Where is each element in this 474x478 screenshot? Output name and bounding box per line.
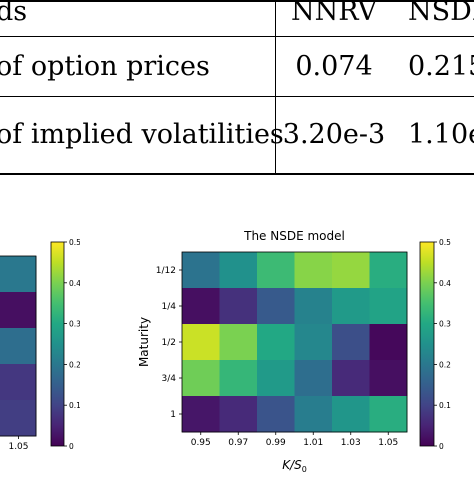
heatmap-cell (0, 364, 37, 401)
colorbar-tick-label: 0.4 (69, 279, 80, 288)
table-row-label: of implied volatilities (0, 119, 284, 150)
x-tick-label: 0.99 (266, 438, 286, 448)
heatmap-cell (369, 360, 408, 397)
heatmap-cell (219, 396, 258, 433)
plot-frame (0, 255, 37, 437)
heatmap-cell (369, 396, 408, 433)
table-cell-value: 3.20e-3 (282, 119, 386, 150)
table-cell-value: 0.074 (295, 51, 373, 82)
heatmap-cell (182, 288, 220, 325)
heatmap-nsde-svg: The NSDE model 0.95 0.97 0.99 1.01 1.03 1.05 1/… (137, 229, 451, 474)
heatmap-cell (219, 288, 258, 325)
x-tick-label: 0.97 (228, 438, 248, 448)
x-axis-label: K/S0 (282, 458, 307, 474)
heatmap-cell (0, 400, 37, 437)
x-tick-label: 1.01 (303, 438, 323, 448)
heatmap-cell (0, 256, 37, 293)
heatmap-nsde: The NSDE model 0.95 0.97 0.99 1.01 1.03 1.05 1/… (130, 220, 474, 474)
heatmap-cell (294, 252, 333, 289)
colorbar (50, 241, 65, 447)
colorbar-tick-label: 0.5 (439, 238, 451, 247)
heatmap-cell (294, 360, 333, 397)
x-tick-label: 0.95 (191, 438, 211, 448)
heatmap-cell (182, 324, 220, 361)
heatmap-cell (219, 252, 258, 289)
heatmap-cell (219, 324, 258, 361)
heatmap-left-svg: 1.05 0.5 0.4 0.3 0.2 0.1 0 (0, 238, 81, 452)
y-tick-label: 1/12 (156, 266, 176, 276)
y-tick-label: 1 (170, 410, 176, 420)
table-row-rule (0, 96, 474, 97)
heatmap-cell (332, 360, 370, 397)
heatmap-cell (369, 252, 408, 289)
x-tick-label: 1.05 (378, 438, 398, 448)
colorbar (419, 241, 435, 447)
table-bottom-rule (0, 173, 474, 175)
table-header-label: ds (0, 0, 28, 27)
colorbar-tick-label: 0.5 (69, 238, 80, 247)
colorbar-tick-label: 0.2 (69, 360, 80, 369)
colorbar-tick-label: 0.4 (439, 279, 451, 288)
heatmap-cell (294, 288, 333, 325)
heatmap-cell (182, 252, 220, 289)
heatmap-cell (0, 328, 37, 365)
table-header-rule (0, 36, 474, 37)
heatmap-cell (294, 324, 333, 361)
colorbar-tick-label: 0.3 (69, 320, 80, 329)
heatmap-cell (332, 252, 370, 289)
heatmap-cell (182, 396, 220, 433)
heatmap-cell (332, 396, 370, 433)
x-tick-label: 1.05 (8, 442, 28, 452)
colorbar-tick-label: 0 (69, 442, 74, 451)
colorbar-tick-label: 0.2 (439, 360, 451, 369)
table-cell-value: 1.10e- (408, 119, 474, 150)
heatmap-cell (257, 252, 295, 289)
heatmap-cell (369, 288, 408, 325)
colorbar-tick-label: 0 (439, 442, 444, 451)
heatmap-cell (219, 360, 258, 397)
y-tick-label: 3/4 (162, 374, 177, 384)
colorbar-tick-label: 0.1 (69, 401, 80, 410)
table-header-nsde: NSDI (408, 0, 474, 27)
table-header-nnrv: NNRV (290, 0, 378, 27)
heatmap-cell (257, 324, 295, 361)
heatmap-cell (332, 288, 370, 325)
heatmap-left: 1.05 0.5 0.4 0.3 0.2 0.1 0 (0, 236, 81, 474)
heatmap-cell (294, 396, 333, 433)
heatmap-cell (182, 360, 220, 397)
y-tick-label: 1/4 (162, 302, 177, 312)
heatmap-cell (332, 324, 370, 361)
colorbar-tick-label: 0.1 (439, 401, 451, 410)
table-row-label: of option prices (0, 51, 210, 82)
table-column-rule (275, 0, 276, 174)
y-axis-label: Maturity (137, 317, 151, 367)
heatmap-cell (257, 288, 295, 325)
colorbar-tick-label: 0.3 (439, 320, 451, 329)
chart-title: The NSDE model (243, 229, 345, 243)
heatmap-cell (257, 396, 295, 433)
heatmap-cell (369, 324, 408, 361)
results-table: ds NNRV NSDI of option prices 0.074 0.21… (0, 0, 474, 175)
table-cell-value: 0.215 (408, 51, 474, 82)
x-tick-label: 1.03 (341, 438, 361, 448)
heatmap-cell (257, 360, 295, 397)
table-top-rule (0, 0, 474, 2)
y-tick-label: 1/2 (162, 338, 176, 348)
heatmap-cell (0, 292, 37, 329)
